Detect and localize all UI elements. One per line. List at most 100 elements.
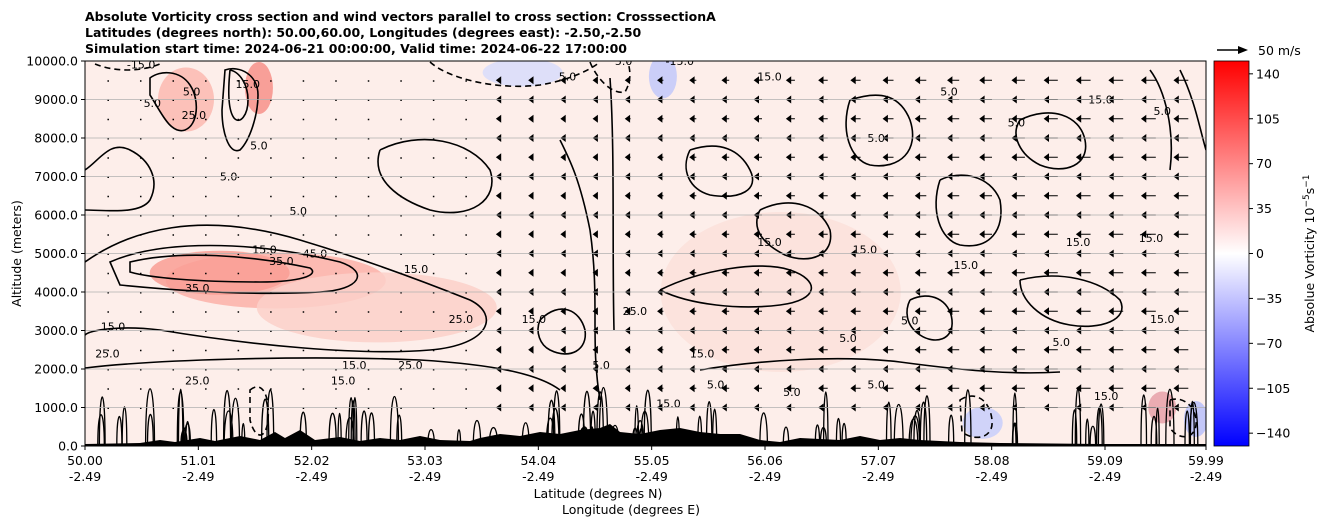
wind-vector-460 [914,268,927,277]
bl-contour-10 [835,418,842,446]
wind-vector-280 [592,268,598,277]
colorbar-tick-label-5: −35 [1256,291,1282,306]
contour-line-18 [537,308,586,355]
wind-vector-372 [753,307,762,316]
wind-vector-dot-4 [107,157,109,159]
x-tick-lon-8: -2.49 [976,469,1008,484]
bl-contour-8 [223,410,234,446]
terrain-silhouette [85,424,1206,446]
contour-line-19 [906,295,953,341]
bl-contour-65 [1189,400,1195,446]
wind-vector-354 [721,307,730,316]
bl-contour-14 [177,388,184,446]
contour-label-43: 15.0 [331,374,356,387]
contour-label-41: 15.0 [342,359,367,372]
wind-vector-368 [753,230,762,239]
wind-vector-578 [1140,114,1156,123]
wind-vector-562 [1108,153,1124,162]
wind-vector-dot-10 [107,272,109,275]
wind-vector-dot-115 [302,215,305,217]
bl-contour-54 [222,390,232,446]
wind-vector-dot-29 [139,292,142,294]
bl-contour-46 [98,396,106,446]
wind-vector-436 [882,153,894,162]
wind-vector-dot-42 [172,195,175,198]
wind-vector-558 [1108,76,1124,85]
wind-vector-546 [1075,191,1091,200]
wind-vector-dot-12 [107,311,109,313]
wind-vector-dot-84 [237,311,240,313]
wind-vector-504 [1011,76,1025,85]
wind-vector-286 [592,384,598,393]
contour-label-3: 5.0 [144,97,162,110]
contour-label-18: 5.0 [707,378,725,391]
contour-label-40: 25.0 [185,374,210,387]
wind-vector-dot-203 [465,176,467,178]
y-tick-label-7: 7000.0 [34,169,78,184]
bl-contour-48 [885,401,892,446]
contour-line-11 [845,94,914,167]
dashed-contour-5 [1169,398,1197,438]
wind-vector-dot-73 [237,99,240,101]
wind-vector-390 [785,307,795,316]
wind-vector-250 [528,384,534,393]
wind-vector-dot-169 [400,215,402,217]
wind-vector-dot-171 [400,253,402,255]
wind-vector-dot-80 [237,234,240,236]
wind-vector-462 [914,307,927,316]
wind-vector-dot-137 [335,292,337,294]
x-axis-label-2: Longitude (degrees E) [562,502,700,517]
wind-vector-dot-155 [367,292,370,294]
contour-label-24: 15.0 [954,259,979,272]
wind-vector-dot-124 [302,388,305,390]
wind-vector-356 [721,345,730,354]
dashed-contour-0 [429,61,601,88]
x-tick-lat-2: 52.02 [294,453,330,468]
wind-vector-520 [1011,384,1025,393]
wind-vector-240 [528,191,534,200]
wind-vector-478 [947,268,960,277]
wind-vector-dot-97 [270,215,272,217]
wind-vector-dot-179 [400,407,402,409]
wind-vector-dot-46 [172,272,175,275]
bl-contour-72 [1011,422,1019,446]
wind-vector-560 [1108,114,1124,123]
wind-vector-dot-45 [172,253,175,255]
wind-vector-494 [979,230,992,239]
contour-line-1 [108,244,359,295]
bl-contour-64 [146,413,154,446]
y-tick-label-4: 4000.0 [34,285,78,300]
wind-vector-290 [624,114,631,123]
wind-vector-438 [882,191,894,200]
wind-vector-274 [592,153,598,162]
wind-vector-dot-101 [270,292,272,294]
wind-vector-dot-207 [465,253,467,255]
bl-contour-89 [266,389,275,446]
wind-vector-dot-7 [107,215,109,217]
wind-vector-dot-172 [400,272,402,275]
wind-vector-328 [689,153,697,162]
wind-vector-366 [753,191,762,200]
wind-vector-452 [914,114,927,123]
wind-vector-550 [1075,268,1091,277]
wind-vector-608 [1173,345,1189,354]
contour-label-21: 5.0 [839,332,857,345]
wind-vector-dot-95 [270,176,272,178]
bl-contour-5 [350,400,356,446]
wind-vector-dot-176 [400,349,402,352]
wind-vector-dot-138 [335,311,337,313]
wind-vector-dot-195 [432,369,435,371]
x-tick-lon-5: -2.49 [635,469,667,484]
wind-vector-dot-143 [335,407,337,409]
wind-vector-248 [528,345,534,354]
wind-vector-330 [689,191,697,200]
wind-vector-dot-110 [302,118,305,121]
contour-lines [85,68,1206,401]
wind-vector-dot-188 [432,234,435,236]
wind-vector-dot-208 [465,272,467,275]
wind-vector-566 [1108,230,1124,239]
x-tick-lon-6: -2.49 [749,469,781,484]
bl-contour-56 [598,387,609,446]
wind-vector-382 [785,153,795,162]
x-tick-lon-0: -2.49 [69,469,101,484]
